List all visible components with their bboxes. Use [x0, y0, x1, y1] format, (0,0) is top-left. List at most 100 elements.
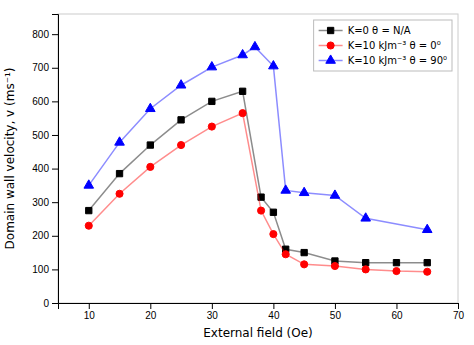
y-tick: 700 [32, 62, 58, 73]
legend-item: K=0 θ = N/A [319, 25, 411, 36]
point-marker [239, 110, 246, 117]
x-tick-mark [335, 303, 336, 309]
y-tick: 0 [43, 298, 58, 309]
point-marker [146, 103, 156, 111]
point-marker [207, 62, 217, 70]
legend-label: K=10 kJm⁻³ θ = 0⁰ [348, 40, 441, 51]
y-axis-line [52, 15, 59, 304]
y-tick-label: 100 [32, 264, 49, 275]
point-marker [422, 224, 432, 232]
point-marker [270, 209, 276, 215]
point-marker [361, 213, 371, 221]
x-tick-label: 10 [84, 310, 96, 321]
legend: K=0 θ = N/A K=10 kJm⁻³ θ = 0⁰ K=10 kJm⁻³ θ… [314, 20, 452, 71]
legend-marker [327, 27, 333, 33]
y-tick: 200 [32, 230, 58, 241]
x-axis: 10 20 30 40 50 60 70 [59, 303, 465, 321]
legend-marker [327, 42, 334, 49]
x-tick-label: 30 [207, 310, 219, 321]
x-tick-label: 70 [453, 310, 465, 321]
x-tick: 40 [268, 303, 280, 321]
point-marker [270, 231, 277, 238]
point-marker [178, 117, 184, 123]
point-marker [85, 222, 92, 229]
y-tick: 500 [32, 130, 58, 141]
y-tick-label: 400 [32, 163, 49, 174]
x-tick: 30 [207, 303, 219, 321]
x-tick: 70 [453, 303, 465, 321]
point-marker [424, 268, 431, 275]
x-tick: 10 [84, 303, 96, 321]
x-tick: 60 [391, 303, 403, 321]
y-tick-label: 600 [32, 96, 49, 107]
chart: 102030405060700100200300400500600700800K… [0, 0, 474, 345]
point-marker [147, 163, 154, 170]
point-marker [116, 170, 122, 176]
point-marker [393, 268, 400, 275]
point-marker [362, 266, 369, 273]
point-marker [239, 88, 245, 94]
point-marker [424, 260, 430, 266]
point-marker [115, 137, 125, 145]
legend-item: K=10 kJm⁻³ θ = 0⁰ [319, 40, 441, 51]
point-marker [330, 190, 340, 198]
y-tick-mark [52, 202, 58, 203]
point-marker [393, 260, 399, 266]
y-tick: 300 [32, 197, 58, 208]
point-marker [238, 49, 248, 57]
y-tick-mark [52, 135, 58, 136]
x-tick-mark [89, 303, 90, 309]
y-tick-label: 500 [32, 130, 49, 141]
point-marker [86, 207, 92, 213]
point-marker [208, 123, 215, 130]
legend-label: K=10 kJm⁻³ θ = 90⁰ [348, 55, 447, 66]
point-marker [299, 187, 309, 195]
y-tick-label: 800 [32, 29, 49, 40]
y-tick: 600 [32, 96, 58, 107]
series-layer [84, 41, 432, 275]
y-tick: 800 [32, 29, 58, 40]
series-line [89, 113, 427, 272]
y-tick: 400 [32, 163, 58, 174]
point-marker [269, 61, 279, 69]
legend-marker [326, 55, 336, 63]
x-tick-mark [273, 303, 274, 309]
y-tick-label: 300 [32, 197, 49, 208]
point-marker [176, 80, 186, 88]
legend-label: K=0 θ = N/A [348, 25, 411, 36]
point-marker [258, 207, 265, 214]
y-tick-mark [52, 269, 58, 270]
y-tick: 100 [32, 264, 58, 275]
y-axis-title: Domain wall velocity, v (ms⁻¹) [3, 68, 17, 250]
point-marker [250, 41, 260, 49]
point-marker [209, 98, 215, 104]
point-marker [331, 262, 338, 269]
point-marker [301, 249, 307, 255]
x-tick-mark [212, 303, 213, 309]
y-tick-mark [52, 169, 58, 170]
x-tick-label: 50 [330, 310, 342, 321]
series-line [89, 47, 427, 230]
point-marker [363, 260, 369, 266]
x-axis-line [59, 304, 459, 310]
point-marker [281, 185, 291, 193]
y-axis: 0 100 200 300 400 500 600 700 800 [32, 15, 58, 309]
y-tick-mark [52, 68, 58, 69]
x-axis-title: External field (Oe) [203, 326, 313, 340]
x-tick-mark [150, 303, 151, 309]
legend-box [314, 20, 452, 71]
point-marker [282, 251, 289, 258]
x-tick-label: 20 [145, 310, 157, 321]
x-tick: 20 [145, 303, 157, 321]
legend-item: K=10 kJm⁻³ θ = 90⁰ [319, 55, 447, 66]
x-tick-label: 60 [391, 310, 403, 321]
y-tick-label: 200 [32, 230, 49, 241]
plot-area: 102030405060700100200300400500600700800K… [32, 14, 464, 321]
y-tick-mark [52, 236, 58, 237]
x-tick-mark [396, 303, 397, 309]
y-tick-label: 700 [32, 62, 49, 73]
y-tick-mark [52, 34, 58, 35]
x-tick-mark [458, 303, 459, 309]
point-marker [147, 142, 153, 148]
point-marker [301, 261, 308, 268]
